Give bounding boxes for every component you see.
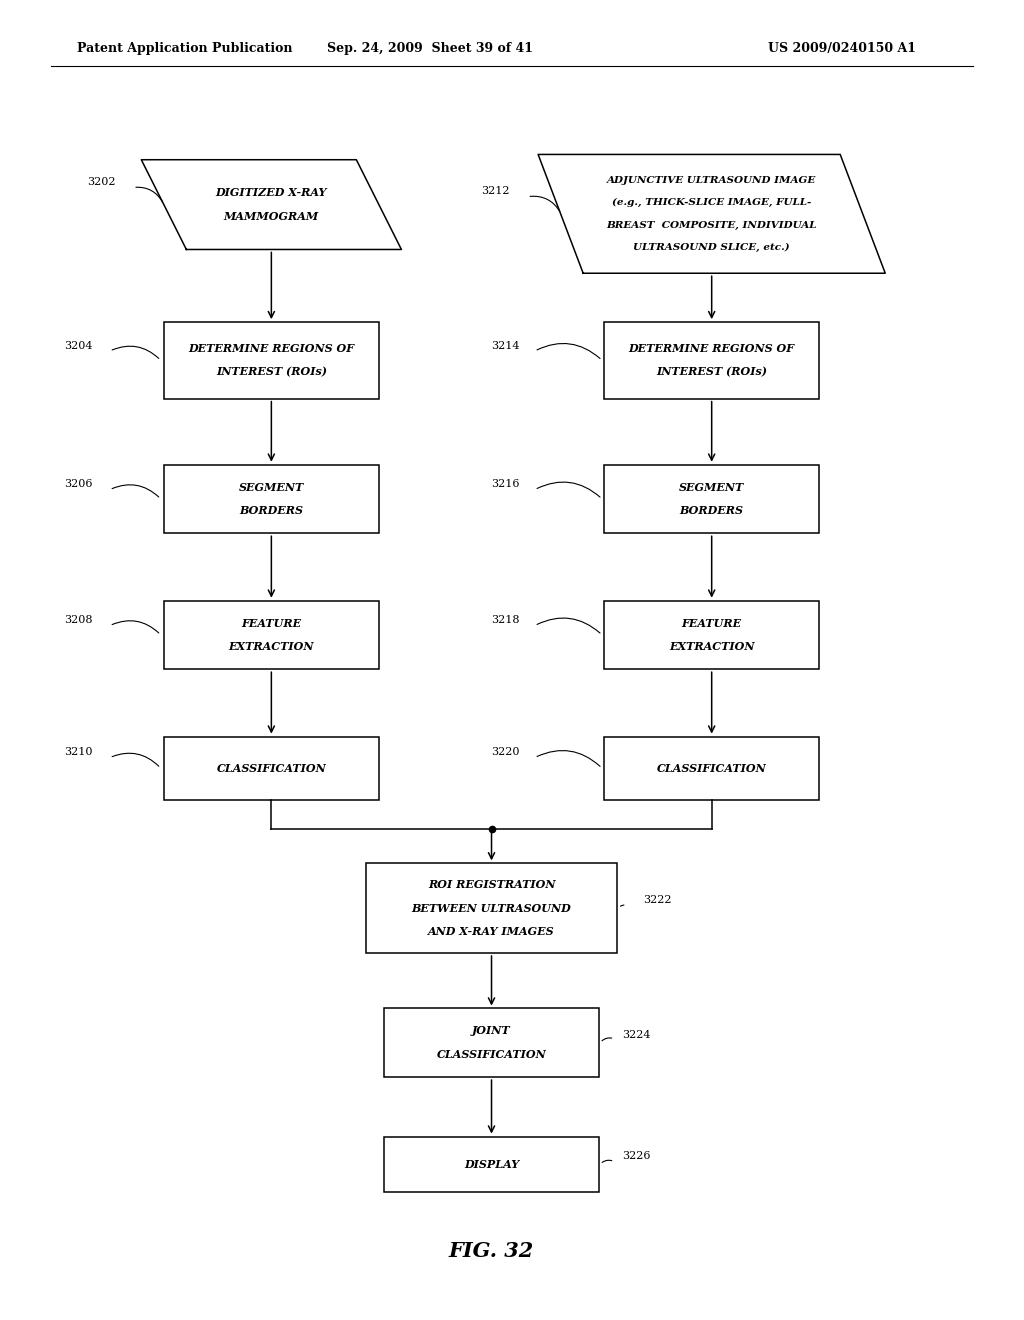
Text: DETERMINE REGIONS OF: DETERMINE REGIONS OF <box>629 343 795 354</box>
Text: 3210: 3210 <box>63 747 92 758</box>
Text: BETWEEN ULTRASOUND: BETWEEN ULTRASOUND <box>412 903 571 913</box>
Text: 3212: 3212 <box>481 186 510 197</box>
Text: SEGMENT: SEGMENT <box>239 482 304 492</box>
Text: ROI REGISTRATION: ROI REGISTRATION <box>428 879 555 890</box>
Text: 3218: 3218 <box>490 615 519 626</box>
Bar <box>384 1008 599 1077</box>
Text: 3216: 3216 <box>490 479 519 490</box>
Text: EXTRACTION: EXTRACTION <box>228 642 314 652</box>
Bar <box>604 465 819 533</box>
Text: (e.g., THICK-SLICE IMAGE, FULL-: (e.g., THICK-SLICE IMAGE, FULL- <box>612 198 811 207</box>
Text: Patent Application Publication: Patent Application Publication <box>77 42 292 55</box>
Text: FEATURE: FEATURE <box>682 618 741 628</box>
Text: 3220: 3220 <box>490 747 519 758</box>
Text: BORDERS: BORDERS <box>240 506 303 516</box>
Text: FIG. 32: FIG. 32 <box>449 1241 535 1262</box>
Text: JOINT: JOINT <box>472 1026 511 1036</box>
Text: FEATURE: FEATURE <box>242 618 301 628</box>
Text: 3226: 3226 <box>623 1151 651 1162</box>
Bar <box>604 322 819 399</box>
Text: 3206: 3206 <box>63 479 92 490</box>
Text: 3222: 3222 <box>643 895 672 906</box>
Text: MAMMOGRAM: MAMMOGRAM <box>223 211 319 222</box>
Text: EXTRACTION: EXTRACTION <box>669 642 755 652</box>
Text: INTEREST (ROIs): INTEREST (ROIs) <box>656 367 767 378</box>
Text: 3204: 3204 <box>63 341 92 351</box>
Bar <box>164 737 379 800</box>
Text: BORDERS: BORDERS <box>680 506 743 516</box>
Bar <box>169 160 374 249</box>
Text: CLASSIFICATION: CLASSIFICATION <box>216 763 327 774</box>
Text: BREAST  COMPOSITE, INDIVIDUAL: BREAST COMPOSITE, INDIVIDUAL <box>606 220 817 230</box>
Text: 3208: 3208 <box>63 615 92 626</box>
Bar <box>164 322 379 399</box>
Bar <box>604 737 819 800</box>
Bar <box>565 154 857 273</box>
Text: 3224: 3224 <box>623 1030 651 1040</box>
Text: DISPLAY: DISPLAY <box>464 1159 519 1170</box>
Text: INTEREST (ROIs): INTEREST (ROIs) <box>216 367 327 378</box>
Bar <box>367 863 616 953</box>
Text: DETERMINE REGIONS OF: DETERMINE REGIONS OF <box>188 343 354 354</box>
Text: SEGMENT: SEGMENT <box>679 482 744 492</box>
Bar <box>164 601 379 669</box>
Text: AND X-RAY IMAGES: AND X-RAY IMAGES <box>428 927 555 937</box>
Text: 3202: 3202 <box>87 177 116 187</box>
Text: ADJUNCTIVE ULTRASOUND IMAGE: ADJUNCTIVE ULTRASOUND IMAGE <box>607 176 816 185</box>
Text: ULTRASOUND SLICE, etc.): ULTRASOUND SLICE, etc.) <box>634 243 790 252</box>
Text: Sep. 24, 2009  Sheet 39 of 41: Sep. 24, 2009 Sheet 39 of 41 <box>327 42 534 55</box>
Bar <box>384 1137 599 1192</box>
Text: 3214: 3214 <box>490 341 519 351</box>
Text: US 2009/0240150 A1: US 2009/0240150 A1 <box>768 42 916 55</box>
Bar <box>164 465 379 533</box>
Bar <box>604 601 819 669</box>
Text: CLASSIFICATION: CLASSIFICATION <box>436 1049 547 1060</box>
Text: CLASSIFICATION: CLASSIFICATION <box>656 763 767 774</box>
Text: DIGITIZED X-RAY: DIGITIZED X-RAY <box>216 187 327 198</box>
